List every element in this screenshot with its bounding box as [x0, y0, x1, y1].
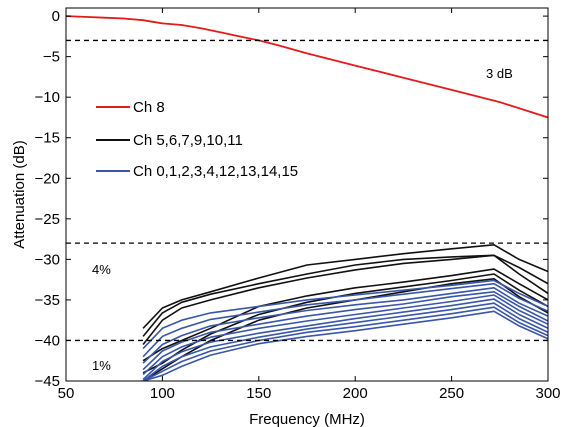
y-tick-label-3: −15 — [35, 130, 60, 147]
y-tick-label-7: −35 — [35, 292, 60, 309]
series-line-2-2 — [142, 286, 548, 364]
plot-frame — [65, 7, 549, 382]
reference-label-0: 3 dB — [486, 66, 513, 81]
y-tick-label-4: −20 — [35, 170, 60, 187]
plot-data-layer — [66, 15, 548, 381]
reference-label-2: 1% — [92, 358, 111, 373]
series-line-2-1 — [142, 282, 548, 358]
reference-label-1: 4% — [92, 262, 111, 277]
series-line-1-3 — [142, 268, 548, 362]
series-line-2-8 — [142, 310, 548, 381]
x-tick-label-1: 100 — [150, 385, 175, 402]
series-line-2-0 — [142, 279, 548, 350]
legend: Ch 8 Ch 5,6,7,9,10,11 Ch 0,1,2,3,4,12,13,1… — [96, 99, 298, 180]
series-line-1-0 — [142, 244, 548, 329]
y-axis-title: Attenuation (dB) — [11, 140, 28, 248]
reference-lines-layer: 3 dB 4% 1% — [66, 39, 548, 373]
series-line-0-0 — [66, 15, 548, 119]
series-line-2-6 — [142, 302, 548, 381]
y-tick-label-9: −45 — [35, 373, 60, 390]
series-line-1-1 — [142, 254, 548, 337]
y-tick-label-8: −40 — [35, 332, 60, 349]
x-tick-label-0: 50 — [58, 385, 75, 402]
series-line-2-5 — [142, 298, 548, 380]
x-axis-title: Frequency (MHz) — [249, 411, 365, 427]
series-line-2-4 — [142, 294, 548, 376]
y-tick-label-5: −25 — [35, 211, 60, 228]
x-tick-label-4: 250 — [439, 385, 464, 402]
y-tick-label-2: −10 — [35, 89, 60, 106]
legend-label-0: Ch 8 — [133, 99, 165, 116]
y-tick-label-0: 0 — [52, 8, 60, 25]
series-line-2-7 — [142, 306, 548, 381]
y-tick-label-1: −5 — [43, 49, 60, 66]
legend-label-1: Ch 5,6,7,9,10,11 — [133, 132, 243, 149]
x-tick-label-3: 200 — [343, 385, 368, 402]
x-tick-label-5: 300 — [535, 385, 560, 402]
x-tick-label-2: 150 — [246, 385, 271, 402]
series-line-2-3 — [142, 290, 548, 371]
series-line-1-2 — [142, 254, 548, 345]
y-tick-label-6: −30 — [35, 251, 60, 268]
axis-ticks-layer: 50 100 150 200 250 300 0 −5 −10 −15 −20 −25 −30 −35 −4… — [35, 8, 561, 402]
legend-label-2: Ch 0,1,2,3,4,12,13,14,15 — [133, 163, 298, 180]
